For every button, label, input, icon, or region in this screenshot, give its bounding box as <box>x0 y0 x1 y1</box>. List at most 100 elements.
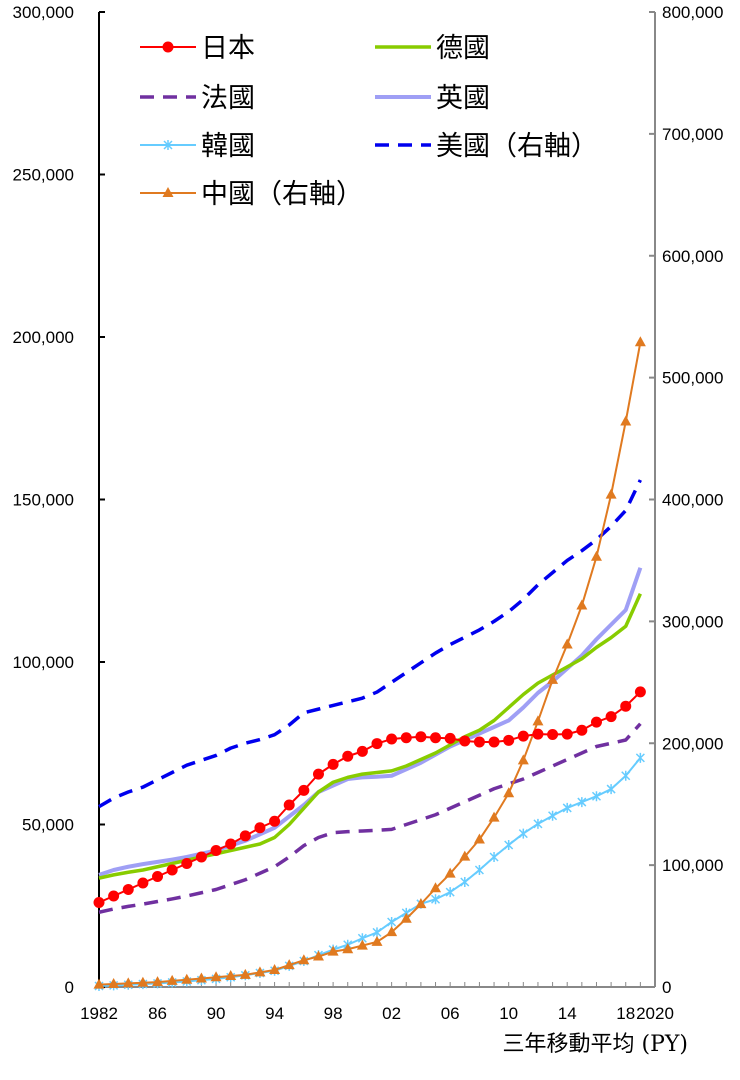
asterisk-marker <box>591 791 602 802</box>
circle-marker <box>605 711 617 723</box>
x-axis-label: 三年移動平均 (PY) <box>503 1032 689 1057</box>
triangle-marker <box>459 850 471 861</box>
series-line <box>98 593 642 880</box>
asterisk-marker <box>548 810 558 821</box>
triangle-marker <box>327 945 339 956</box>
circle-marker <box>371 738 383 750</box>
circle-marker <box>547 728 559 740</box>
series-line <box>98 757 642 988</box>
series-line <box>98 567 643 877</box>
asterisk-marker <box>489 852 499 862</box>
left-tick-label: 50,000 <box>22 816 74 835</box>
asterisk-marker <box>504 839 514 850</box>
series-6 <box>93 336 646 989</box>
triangle-marker <box>312 950 324 961</box>
left-tick-label: 150,000 <box>13 491 74 510</box>
circle-marker <box>590 716 602 728</box>
legend-label: 英國 <box>436 83 490 114</box>
triangle-marker <box>634 336 646 347</box>
legend-label: 德國 <box>436 33 490 64</box>
left-tick-label: 200,000 <box>13 328 74 347</box>
asterisk-marker <box>430 894 441 905</box>
right-tick-label: 200,000 <box>662 734 723 753</box>
right-tick-label: 400,000 <box>662 491 723 510</box>
asterisk-marker <box>474 865 484 875</box>
circle-marker <box>430 732 442 744</box>
triangle-marker <box>269 963 281 974</box>
x-tick-label: 94 <box>265 1004 284 1023</box>
series-lines <box>93 336 646 992</box>
asterisk-marker <box>562 802 572 813</box>
triangle-marker <box>561 638 573 649</box>
series-5 <box>98 479 642 809</box>
triangle-marker <box>93 978 105 989</box>
triangle-marker <box>166 974 178 985</box>
right-tick-label: 500,000 <box>662 369 723 388</box>
triangle-marker <box>195 972 207 983</box>
legend-label: 中國（右軸） <box>201 179 363 210</box>
right-tick-label: 600,000 <box>662 247 723 266</box>
triangle-marker <box>162 187 174 197</box>
triangle-marker <box>371 935 383 946</box>
triangle-marker <box>152 976 164 987</box>
legend-label: 日本 <box>201 33 255 64</box>
triangle-marker <box>122 977 134 988</box>
circle-marker <box>137 877 149 889</box>
circle-marker <box>561 728 573 740</box>
triangle-marker <box>239 968 251 979</box>
triangle-marker <box>342 943 354 954</box>
series-0 <box>93 686 646 908</box>
x-tick-label: 90 <box>207 1004 226 1023</box>
right-tick-label: 100,000 <box>662 856 723 875</box>
triangle-marker <box>400 912 412 923</box>
circle-marker <box>225 838 237 850</box>
left-tick-label: 100,000 <box>13 653 74 672</box>
series-4 <box>94 752 645 992</box>
asterisk-marker <box>518 828 528 839</box>
circle-marker <box>503 734 515 746</box>
triangle-marker <box>605 488 617 499</box>
asterisk-marker <box>606 784 616 795</box>
circle-marker <box>532 728 544 740</box>
circle-marker <box>576 724 588 736</box>
circle-marker <box>108 890 120 902</box>
right-tick-label: 700,000 <box>662 125 723 144</box>
triangle-marker <box>430 882 442 893</box>
circle-marker <box>166 864 178 876</box>
x-tick-label: 98 <box>324 1004 343 1023</box>
circle-marker <box>312 768 324 780</box>
circle-marker <box>400 732 412 744</box>
triangle-marker <box>181 973 193 984</box>
circle-marker <box>415 731 427 743</box>
asterisk-marker <box>460 877 470 888</box>
x-tick-label: 86 <box>148 1004 167 1023</box>
left-tick-label: 0 <box>65 978 74 997</box>
circle-marker <box>269 815 281 827</box>
triangle-marker <box>532 715 544 726</box>
circle-marker <box>356 745 368 757</box>
legend-label: 法國 <box>201 83 255 114</box>
circle-marker <box>93 897 105 908</box>
circle-marker <box>620 700 632 712</box>
asterisk-marker <box>163 140 173 150</box>
circle-marker <box>488 736 500 748</box>
legend-entry: 日本 <box>140 33 255 64</box>
x-tick-label: 2020 <box>636 1004 674 1023</box>
asterisk-marker <box>372 927 382 938</box>
series-line <box>98 691 642 904</box>
circle-marker <box>122 884 134 895</box>
triangle-marker <box>283 959 295 970</box>
triangle-marker <box>254 966 266 977</box>
asterisk-marker <box>445 887 455 898</box>
series-line <box>98 342 642 986</box>
triangle-marker <box>386 926 398 937</box>
circle-marker <box>239 830 251 842</box>
asterisk-marker <box>533 818 543 829</box>
circle-marker <box>210 845 222 856</box>
circle-marker <box>152 871 164 882</box>
asterisk-marker <box>577 797 587 808</box>
asterisk-marker <box>635 752 645 763</box>
triangle-marker <box>488 811 500 822</box>
circle-marker <box>444 732 456 744</box>
